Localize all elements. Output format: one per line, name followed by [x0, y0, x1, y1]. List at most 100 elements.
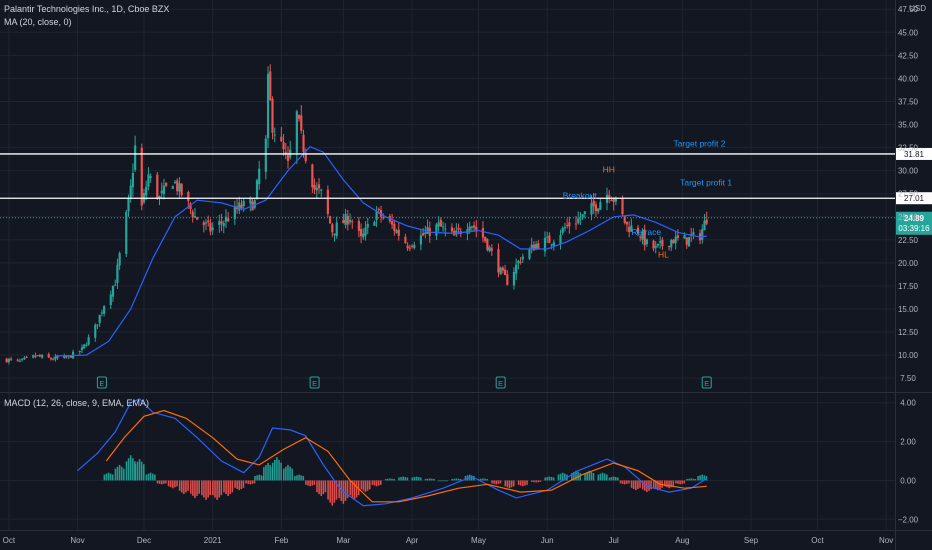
macd-histogram-bar — [198, 480, 200, 494]
candle-body — [561, 227, 564, 233]
candle-body — [481, 228, 485, 238]
candle-body — [173, 181, 177, 183]
macd-line — [77, 398, 708, 507]
candle-body — [674, 236, 677, 244]
annotation-breakout: Breakout — [563, 190, 598, 200]
macd-histogram-bar — [238, 480, 241, 491]
macd-histogram-bar — [637, 480, 639, 489]
candle-body — [486, 238, 489, 250]
candle-body — [178, 183, 181, 192]
macd-histogram-bar — [251, 480, 254, 484]
level-price-label: 27.01 — [904, 194, 925, 203]
candle-body — [375, 211, 378, 220]
macd-histogram-bar — [109, 473, 112, 481]
candle-body — [450, 227, 454, 232]
candle-body — [211, 227, 214, 231]
macd-histogram-bar — [154, 474, 156, 481]
candle-body — [118, 253, 121, 266]
macd-histogram-bar — [373, 480, 376, 486]
candle-body — [636, 227, 640, 234]
candle-body — [111, 285, 115, 297]
macd-histogram-bar — [267, 462, 269, 481]
candlestick-series — [5, 64, 708, 365]
candle-body — [218, 221, 221, 226]
time-tick-label: 2021 — [204, 536, 222, 545]
price-tick-label: 37.50 — [898, 97, 919, 106]
macd-histogram-bar — [590, 471, 593, 481]
candle-body — [701, 229, 704, 240]
candle-body — [331, 224, 334, 233]
candle-body — [83, 344, 86, 349]
candle-body — [103, 306, 106, 314]
candle-body — [264, 138, 267, 172]
macd-histogram-bar — [125, 461, 128, 481]
macd-histogram-bar — [185, 480, 187, 493]
candle-body — [422, 233, 425, 236]
candle-body — [249, 199, 252, 204]
macd-histogram-bar — [655, 480, 657, 489]
macd-histogram-bar — [573, 471, 575, 481]
macd-histogram-bar — [201, 480, 203, 496]
candle-body — [9, 358, 13, 360]
candle-body — [623, 216, 626, 223]
macd-histogram-bar — [552, 477, 555, 481]
macd-histogram-bar — [612, 476, 615, 481]
candle-body — [654, 245, 657, 248]
macd-histogram-bar — [253, 480, 256, 484]
candle-body — [484, 236, 487, 241]
candle-body — [131, 173, 135, 188]
macd-histogram-bar — [482, 478, 484, 481]
macd-histogram-bar — [495, 480, 498, 485]
macd-histogram-bar — [584, 473, 586, 481]
candle-body — [38, 355, 41, 357]
macd-histogram-bar — [260, 475, 263, 481]
candle-body — [552, 242, 555, 246]
macd-histogram-bar — [453, 478, 456, 481]
macd-histogram-bar — [366, 480, 369, 491]
candle-body — [592, 200, 595, 207]
macd-histogram-bar — [605, 474, 608, 481]
macd-histogram-bar — [389, 478, 391, 481]
price-tick-label: 45.00 — [898, 28, 919, 37]
ma-legend[interactable]: MA (20, close, 0) — [4, 17, 72, 27]
candle-body — [543, 237, 547, 252]
macd-histogram-bar — [207, 480, 209, 498]
candle-body — [621, 199, 624, 215]
candle-body — [127, 197, 130, 212]
candle-body — [220, 221, 223, 224]
macd-histogram-bar — [699, 475, 701, 481]
macd-legend[interactable]: MACD (12, 26, close, 9, EMA, EMA) — [4, 398, 150, 408]
annotation-target-profit-2: Target profit 2 — [673, 139, 725, 149]
candle-body — [193, 216, 197, 218]
macd-histogram-bar — [329, 480, 332, 503]
macd-histogram-bar — [335, 480, 338, 500]
candle-body — [444, 228, 447, 230]
macd-histogram-bar — [311, 480, 314, 486]
macd-histogram-bar — [171, 480, 174, 489]
candle-body — [344, 213, 347, 226]
candle-body — [78, 350, 81, 352]
macd-histogram-bar — [506, 480, 509, 488]
symbol-legend[interactable]: Palantir Technologies Inc., 1D, Cboe BZX — [4, 4, 170, 14]
macd-histogram-bar — [703, 475, 706, 481]
price-tick-label: 30.00 — [898, 167, 919, 176]
macd-histogram-bar — [296, 475, 298, 481]
macd-histogram-bar — [537, 480, 540, 483]
candle-body — [550, 244, 553, 246]
macd-histogram-bar — [107, 472, 110, 481]
candle-body — [441, 226, 445, 228]
macd-histogram-bar — [291, 468, 293, 481]
macd-histogram-bar — [180, 480, 183, 493]
candle-body — [333, 233, 336, 236]
candle-body — [490, 248, 493, 251]
candle-body — [94, 324, 97, 338]
macd-histogram-bar — [116, 466, 119, 481]
macd-histogram-bar — [546, 477, 549, 481]
macd-histogram-bar — [247, 480, 250, 484]
macd-histogram-bar — [650, 480, 652, 490]
macd-histogram-bar — [254, 476, 256, 481]
macd-histogram-bar — [103, 474, 106, 481]
